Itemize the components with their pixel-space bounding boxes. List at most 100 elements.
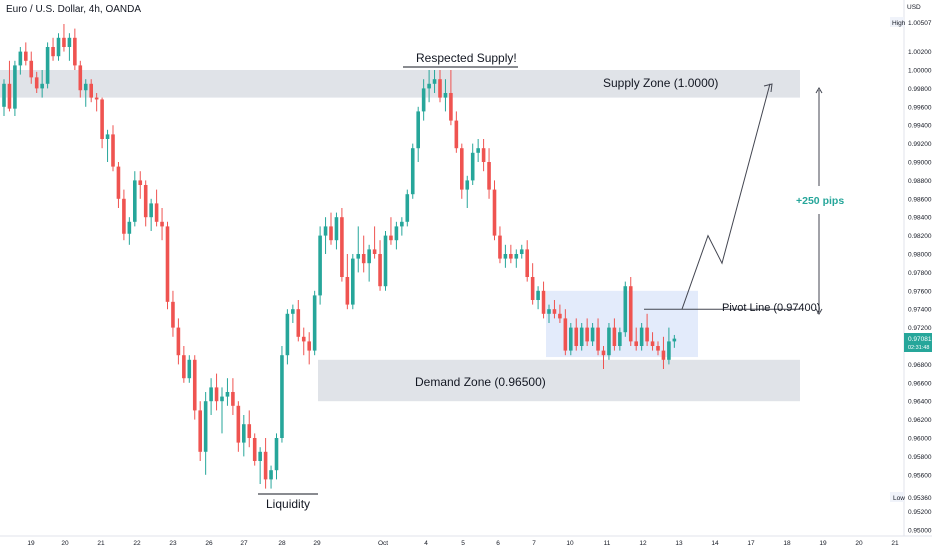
candle-body [361,254,366,264]
candle-body [334,217,339,241]
candle-body [460,148,464,190]
candle-body [650,341,655,346]
consolidation-box [546,290,698,358]
candle-body [421,88,426,112]
candle-body [13,65,17,109]
candle-body [29,60,34,78]
candle-body [454,120,459,149]
x-tick-label: 13 [675,540,683,547]
y-tick-label: 0.96200 [908,417,932,424]
candle-body [192,359,197,411]
candle-body [530,277,535,300]
candle-body [639,327,644,346]
x-tick-label: 4 [424,540,428,547]
candle-body [634,341,638,346]
candle-body [171,301,175,328]
candle-body [203,401,208,452]
y-ticks: 1.00200 1.00000 0.99800 0.99600 0.99400 0.992… [908,49,932,534]
y-tick-label: 0.97600 [908,288,932,295]
x-ticks: 19 20 21 22 23 26 27 28 29 Oct 4 5 6 7 10 11 12 13 14 17 18 1… [27,540,899,547]
candle-body [18,51,23,66]
low-label: Low [893,495,905,502]
currency-label: USD [907,4,921,11]
y-tick-label: 0.95600 [908,472,932,479]
candle-body [590,327,595,342]
candle-body [541,290,546,314]
candle-body [351,258,355,305]
candle-body [291,309,295,314]
candle-body [514,254,519,259]
candle-body [394,226,399,241]
candle-body [503,254,508,259]
candle-body [2,83,6,107]
candle-body [236,405,241,443]
candle-body [427,83,431,89]
candle-body [51,47,55,57]
candle-body [214,387,219,402]
candle-body [94,97,99,100]
candle-body [552,309,557,314]
candle-body [323,226,328,236]
x-tick-label: 20 [61,540,69,547]
candle-body [405,194,410,222]
candle-body [182,355,186,379]
candle-body [89,83,93,98]
x-tick-label: 11 [604,540,611,547]
candle-body [143,185,148,218]
candle-body [525,249,529,277]
y-tick-label: 0.97400 [908,307,932,314]
y-tick-label: 0.99200 [908,141,932,148]
x-tick-label: 10 [566,540,574,547]
candle-body [187,359,192,379]
x-tick-label: 14 [711,540,719,547]
candle-body [280,355,284,438]
candle-body [656,346,660,351]
candle-body [465,180,470,190]
candle-body [34,77,39,89]
x-tick-label: 7 [532,540,536,547]
y-tick-label: 0.95800 [908,454,932,461]
candle-body [618,332,622,346]
candle-body [198,410,202,452]
candle-body [116,166,121,199]
candle-body [296,309,301,337]
candle-body [340,217,344,277]
pips-label: +250 pips [796,195,844,207]
demand-zone [318,359,800,402]
time-axis[interactable]: 19 20 21 22 23 26 27 28 29 Oct 4 5 6 7 10 11 12 13 14 17 18 1… [0,535,932,547]
price-axis[interactable]: USD High 1.00507 Low 0.95360 1.002001.00… [890,0,932,536]
high-label: High [892,20,906,27]
candle-body [596,327,600,351]
candle-body [40,83,44,89]
candle-body [231,392,235,406]
candle-body [83,83,88,91]
candle-body [487,162,491,190]
high-value: 1.00507 [908,20,932,27]
y-tick-label: 0.98600 [908,196,932,203]
low-tag [890,492,904,502]
y-tick-label: 0.98400 [908,215,932,222]
candle-body [160,221,164,227]
candles-layer [2,24,677,489]
candle-body [585,327,589,342]
x-tick-label: 18 [783,540,791,547]
y-tick-label: 1.00200 [908,49,932,56]
candle-body [498,235,502,259]
candle-body [476,148,480,153]
candle-body [481,148,486,162]
candle-body [378,254,382,287]
x-tick-label: 26 [205,540,213,547]
candle-body [672,338,677,342]
candle-body [318,235,322,296]
candle-body [301,336,306,342]
candle-body [242,424,246,443]
candle-body [601,350,606,356]
candle-body [579,327,584,346]
x-tick-label: 21 [891,540,899,547]
candle-body [133,180,137,222]
candle-body [165,226,170,302]
y-tick-label: 1.00000 [908,68,932,75]
symbol-title: Euro / U.S. Dollar, 4h, OANDA [6,4,142,15]
candle-body [100,99,104,139]
